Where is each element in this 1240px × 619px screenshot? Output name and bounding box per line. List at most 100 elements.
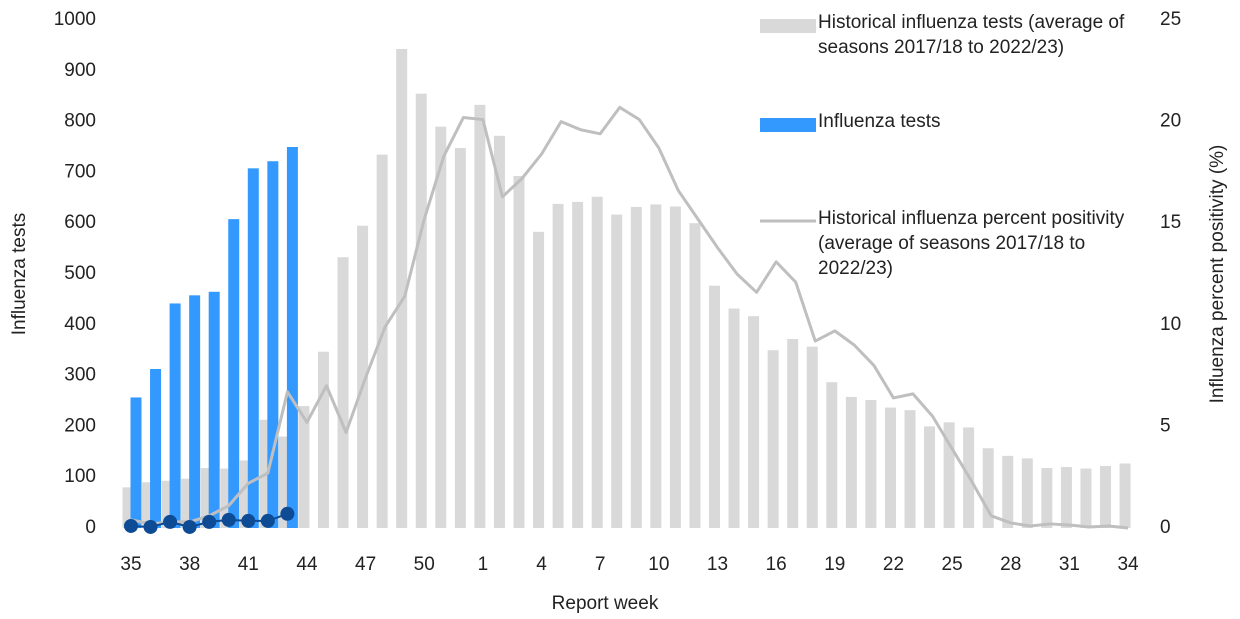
point bbox=[280, 506, 295, 521]
x-tick-label: 28 bbox=[1000, 554, 1021, 575]
bar bbox=[278, 436, 290, 528]
x-tick-label: 25 bbox=[942, 554, 963, 575]
bar bbox=[611, 214, 623, 528]
point bbox=[241, 513, 256, 528]
bar bbox=[1080, 468, 1092, 528]
bar bbox=[169, 303, 181, 528]
bar bbox=[228, 219, 240, 529]
bar bbox=[1100, 466, 1111, 528]
bar bbox=[669, 206, 681, 528]
bar bbox=[845, 396, 857, 528]
y-tick-label: 200 bbox=[64, 415, 96, 436]
x-tick-label: 34 bbox=[1117, 554, 1139, 575]
y-tick-label: 1000 bbox=[54, 9, 96, 30]
bar bbox=[787, 339, 799, 528]
point bbox=[124, 518, 138, 533]
legend-swatch bbox=[760, 118, 816, 132]
bar bbox=[239, 460, 251, 528]
x-tick-label: 19 bbox=[824, 554, 845, 575]
bar bbox=[533, 231, 545, 528]
x-tick-label: 10 bbox=[648, 554, 669, 575]
bar bbox=[208, 291, 220, 528]
bar bbox=[591, 196, 603, 528]
bar bbox=[728, 308, 740, 528]
y-tick-label: 0 bbox=[85, 517, 96, 538]
bar bbox=[982, 448, 994, 528]
y-tick-label: 300 bbox=[64, 365, 96, 386]
x-tick-label: 22 bbox=[883, 554, 904, 575]
y2-axis-label: Influenza percent positivity (%) bbox=[1207, 145, 1228, 404]
x-tick-label: 31 bbox=[1059, 554, 1080, 575]
bar bbox=[709, 285, 720, 528]
bar bbox=[454, 148, 466, 529]
bar bbox=[161, 480, 173, 528]
bar bbox=[318, 351, 329, 528]
bar bbox=[286, 147, 298, 528]
y-tick-label: 500 bbox=[64, 263, 96, 284]
y2-tick-label: 5 bbox=[1160, 415, 1171, 436]
x-axis-label: Report week bbox=[552, 593, 659, 614]
point bbox=[202, 514, 217, 529]
bar bbox=[748, 316, 760, 528]
legend-label: Historical influenza percent positivity … bbox=[818, 208, 1125, 279]
bar bbox=[247, 168, 259, 528]
bar bbox=[943, 422, 955, 528]
y2-tick-label: 25 bbox=[1160, 9, 1181, 30]
bar bbox=[1002, 455, 1014, 528]
point bbox=[163, 514, 178, 529]
x-tick-label: 50 bbox=[414, 554, 435, 575]
x-tick-label: 44 bbox=[296, 554, 318, 575]
bar bbox=[924, 426, 936, 528]
x-tick-label: 4 bbox=[536, 554, 547, 575]
bar bbox=[1060, 467, 1072, 528]
bar bbox=[1041, 468, 1053, 528]
bar bbox=[493, 135, 505, 528]
y-tick-label: 400 bbox=[64, 314, 96, 335]
bar bbox=[865, 399, 877, 528]
x-tick-label: 7 bbox=[595, 554, 606, 575]
bar bbox=[1021, 458, 1033, 528]
bar bbox=[806, 346, 818, 528]
x-tick-label: 35 bbox=[120, 554, 141, 575]
legend-label: Historical influenza tests (average of s… bbox=[818, 12, 1125, 58]
legend-label: Influenza tests bbox=[818, 111, 941, 132]
y-tick-label: 600 bbox=[64, 212, 96, 233]
y2-tick-label: 0 bbox=[1160, 517, 1171, 538]
x-tick-label: 13 bbox=[707, 554, 728, 575]
y-tick-label: 700 bbox=[64, 161, 96, 182]
x-tick-label: 16 bbox=[766, 554, 787, 575]
bar bbox=[130, 397, 142, 528]
legend-swatch bbox=[760, 19, 816, 33]
bar bbox=[122, 487, 134, 528]
y-axis-label: Influenza tests bbox=[9, 213, 30, 336]
bar bbox=[552, 203, 564, 528]
bar bbox=[513, 175, 525, 528]
bar bbox=[767, 350, 779, 528]
bar bbox=[150, 368, 162, 528]
bar bbox=[376, 154, 388, 528]
y2-tick-label: 20 bbox=[1160, 111, 1181, 132]
bar bbox=[826, 382, 838, 528]
point bbox=[221, 512, 236, 527]
x-tick-label: 38 bbox=[179, 554, 200, 575]
bar bbox=[630, 206, 642, 528]
bar bbox=[474, 104, 486, 528]
y-tick-label: 100 bbox=[64, 466, 96, 487]
y-tick-label: 800 bbox=[64, 111, 96, 132]
bar bbox=[189, 295, 201, 528]
bar bbox=[181, 478, 193, 528]
point bbox=[182, 519, 197, 534]
bar bbox=[337, 257, 349, 528]
point bbox=[260, 513, 275, 528]
bar bbox=[650, 204, 662, 529]
bar bbox=[884, 407, 896, 528]
y-tick-label: 900 bbox=[64, 60, 96, 81]
point bbox=[143, 519, 158, 534]
x-tick-label: 41 bbox=[238, 554, 259, 575]
x-tick-label: 47 bbox=[355, 554, 376, 575]
bar bbox=[1119, 463, 1131, 528]
y2-tick-label: 15 bbox=[1160, 212, 1181, 233]
bar bbox=[220, 468, 232, 528]
bar bbox=[415, 93, 427, 528]
